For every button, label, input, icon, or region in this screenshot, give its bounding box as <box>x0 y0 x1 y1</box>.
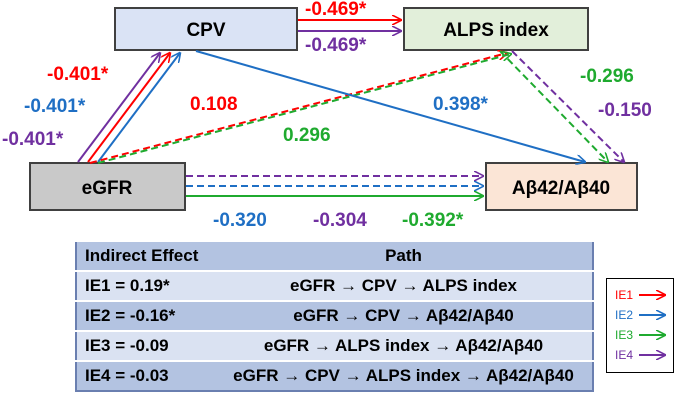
table-cell-effect: IE4 = -0.03 <box>76 360 215 391</box>
node-egfr: eGFR <box>29 162 186 211</box>
coef-egfr-alps-ie3: 0.296 <box>283 125 331 146</box>
coef-egfr-cpv-ie1: -0.401* <box>47 64 109 85</box>
coef-cpv-alps-ie1: -0.469* <box>305 0 367 20</box>
table-cell-effect: IE1 = 0.19* <box>76 270 215 301</box>
legend-label-ie4: IE4 <box>615 348 633 362</box>
coef-cpv-alps-ie4: -0.469* <box>305 35 367 56</box>
table-row: IE4 = -0.03 eGFR → CPV → ALPS index → Aβ… <box>76 360 593 391</box>
legend-label-ie3: IE3 <box>615 328 633 342</box>
table-row: IE2 = -0.16* eGFR → CPV → Aβ42/Aβ40 <box>76 300 593 331</box>
legend-item-ie2: IE2 <box>615 308 665 322</box>
legend-item-ie3: IE3 <box>615 328 665 342</box>
legend: IE1 IE2 IE3 IE4 <box>606 278 674 373</box>
arrow-egfr-alps-ie1 <box>89 53 507 164</box>
legend-label-ie1: IE1 <box>615 288 633 302</box>
coef-egfr-abeta-ie4: -0.304 <box>313 210 367 231</box>
arrow-egfr-cpv-ie1 <box>87 53 170 163</box>
arrow-egfr-alps-ie3 <box>97 54 511 164</box>
legend-item-ie4: IE4 <box>615 348 665 362</box>
coef-egfr-cpv-ie2: -0.401* <box>24 96 86 117</box>
table-cell-path: eGFR → CPV → ALPS index → Aβ42/Aβ40 <box>215 360 593 391</box>
arrow-cpv-abeta-ie2 <box>195 50 585 162</box>
node-cpv-label: CPV <box>186 20 225 41</box>
legend-items: IE1 IE2 IE3 IE4 <box>615 288 673 362</box>
coef-egfr-abeta-ie2: -0.320 <box>213 210 267 231</box>
table-header-path: Path <box>215 240 593 271</box>
node-abeta: Aβ42/Aβ40 <box>485 162 638 211</box>
table-cell-path: eGFR → CPV → ALPS index <box>215 270 593 301</box>
node-alps-label: ALPS index <box>443 20 549 41</box>
table-cell-path: eGFR → ALPS index → Aβ42/Aβ40 <box>215 330 593 361</box>
coef-egfr-abeta-ie3: -0.392* <box>402 210 464 231</box>
arrow-egfr-cpv-ie4 <box>77 53 160 163</box>
path-diagram: CPV ALPS index eGFR Aβ42/Aβ40 -0.469* -0… <box>2 0 652 231</box>
coef-alps-abeta-ie3: -0.296 <box>580 66 634 87</box>
coef-alps-abeta-ie4: -0.150 <box>598 100 652 121</box>
coef-egfr-alps-ie1: 0.108 <box>190 94 238 115</box>
node-cpv: CPV <box>114 7 298 51</box>
coef-egfr-cpv-ie4: -0.401* <box>2 129 64 150</box>
indirect-effects-table: Indirect Effect Path IE1 = 0.19* eGFR → … <box>75 240 594 392</box>
arrow-alps-abeta-ie4 <box>511 50 624 162</box>
node-abeta-label: Aβ42/Aβ40 <box>512 178 610 199</box>
arrow-egfr-cpv-ie2 <box>97 53 180 163</box>
arrow-alps-abeta-ie3 <box>499 50 608 162</box>
legend-label-ie2: IE2 <box>615 308 633 322</box>
coef-cpv-abeta-ie2: 0.398* <box>433 94 489 115</box>
node-alps: ALPS index <box>403 7 589 51</box>
table-header-row: Indirect Effect Path <box>76 240 593 271</box>
table-cell-effect: IE2 = -0.16* <box>76 300 215 331</box>
table-row: IE1 = 0.19* eGFR → CPV → ALPS index <box>76 270 593 301</box>
table-row: IE3 = -0.09 eGFR → ALPS index → Aβ42/Aβ4… <box>76 330 593 361</box>
table-header-effect: Indirect Effect <box>76 240 215 271</box>
table-cell-effect: IE3 = -0.09 <box>76 330 215 361</box>
node-egfr-label: eGFR <box>82 178 133 199</box>
table-cell-path: eGFR → CPV → Aβ42/Aβ40 <box>215 300 593 331</box>
legend-item-ie1: IE1 <box>615 288 665 302</box>
